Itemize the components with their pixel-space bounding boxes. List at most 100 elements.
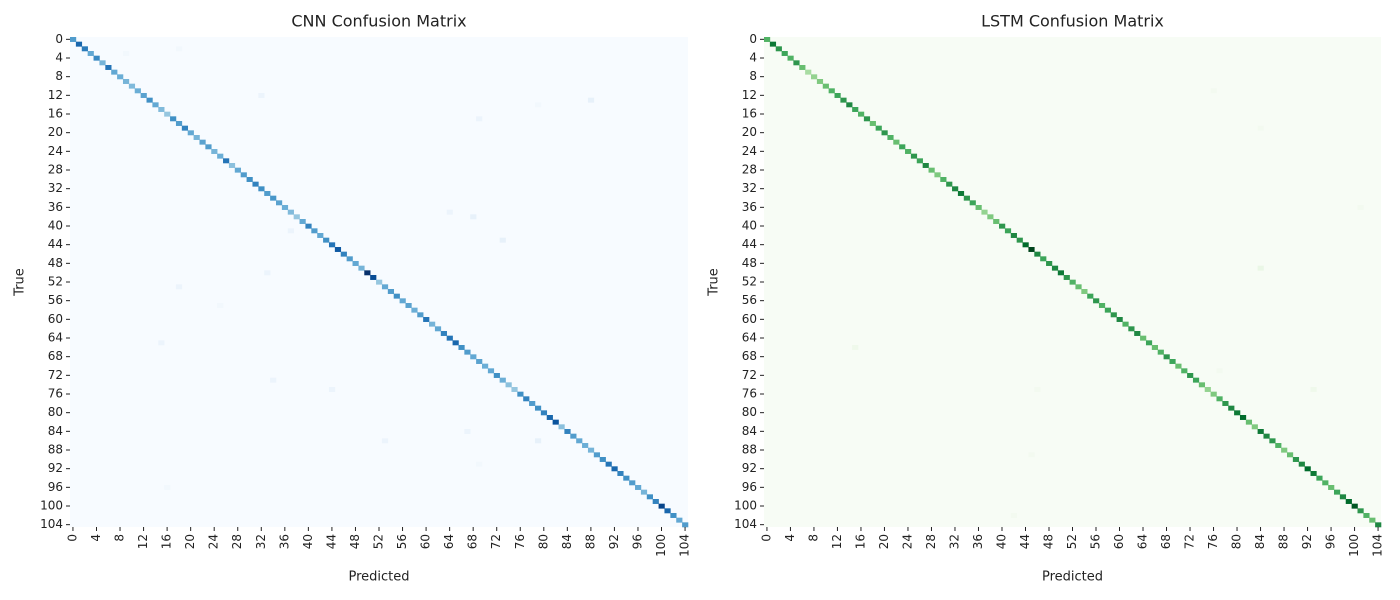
cell	[305, 223, 312, 229]
cell	[546, 415, 553, 420]
cell	[122, 79, 130, 84]
y-tick-label: 76	[48, 387, 63, 401]
cell	[1298, 461, 1305, 467]
cell	[482, 363, 489, 369]
cell	[599, 457, 606, 462]
y-tick-label: 44	[742, 237, 757, 251]
cell	[1275, 443, 1282, 448]
cell	[670, 513, 677, 518]
cell	[434, 326, 442, 332]
cell	[534, 405, 542, 411]
y-tick-label: 56	[742, 293, 757, 307]
cell	[682, 522, 689, 528]
cell	[246, 177, 253, 182]
y-tick-label: 12	[48, 88, 63, 102]
cell	[1110, 312, 1117, 318]
cell	[1257, 265, 1264, 271]
cell	[175, 46, 183, 52]
cell	[646, 494, 653, 500]
cell	[152, 102, 159, 108]
y-tick-label: 20	[742, 125, 757, 139]
x-tick-label: 56	[395, 534, 409, 549]
cell	[582, 443, 589, 448]
cell	[1122, 321, 1129, 327]
cell	[905, 149, 912, 154]
cell	[1263, 433, 1270, 439]
cell	[476, 461, 483, 467]
cell	[140, 93, 147, 98]
cell	[411, 307, 418, 313]
x-tick-label: 0	[759, 534, 773, 542]
cell	[205, 144, 212, 150]
cell	[1251, 424, 1258, 430]
cell	[358, 265, 365, 271]
cell	[576, 438, 583, 444]
x-tick-label: 56	[1089, 534, 1103, 549]
cell	[134, 88, 141, 94]
y-tick-label: 28	[742, 163, 757, 177]
cell	[928, 167, 935, 173]
cell	[852, 107, 859, 112]
cell	[117, 74, 124, 80]
y-tick-label: 104	[734, 517, 757, 531]
cell	[1322, 480, 1329, 486]
cell	[1204, 387, 1211, 392]
cell	[1034, 387, 1041, 392]
cell	[70, 37, 77, 42]
cell	[1034, 251, 1041, 257]
cell	[346, 256, 353, 262]
y-tick-label: 16	[742, 107, 757, 121]
cell	[1310, 387, 1317, 392]
cell	[1128, 326, 1135, 332]
cell	[987, 214, 994, 220]
cell	[1304, 466, 1311, 472]
x-tick-label: 100	[1347, 534, 1361, 557]
x-tick-label: 80	[1230, 534, 1244, 549]
cell	[652, 499, 659, 504]
cell	[175, 284, 183, 290]
cell	[1069, 279, 1076, 285]
x-tick-label: 76	[1206, 534, 1220, 549]
y-tick-label: 68	[742, 349, 757, 363]
cell	[1175, 363, 1182, 369]
cell	[99, 60, 106, 66]
cell	[1222, 401, 1229, 406]
x-tick-label: 52	[1065, 534, 1079, 549]
cell	[1357, 508, 1364, 514]
cell	[223, 158, 230, 164]
cell	[499, 237, 506, 243]
cell	[470, 354, 477, 360]
cell	[1351, 503, 1358, 509]
cell	[1093, 298, 1100, 304]
cell	[1010, 233, 1017, 238]
cell	[217, 153, 224, 159]
cell	[364, 270, 371, 276]
y-tick-label: 20	[48, 125, 63, 139]
x-tick-label: 68	[1159, 534, 1173, 549]
cell	[87, 51, 94, 56]
x-tick-label: 68	[466, 534, 480, 549]
cell	[940, 177, 947, 182]
cell	[1181, 368, 1188, 374]
y-tick-label: 24	[742, 144, 757, 158]
x-tick-label: 48	[348, 534, 362, 549]
cell	[387, 289, 395, 294]
cell	[969, 200, 976, 206]
cell	[370, 275, 377, 280]
x-tick-label: 64	[442, 534, 456, 549]
cell	[105, 65, 112, 70]
x-tick-label: 76	[513, 534, 527, 549]
cell	[840, 97, 847, 103]
cell	[1281, 447, 1288, 453]
cell	[493, 373, 500, 378]
x-tick-label: 88	[1277, 534, 1291, 549]
cell	[587, 97, 595, 103]
cell	[1228, 405, 1235, 411]
y-tick-label: 84	[48, 424, 63, 438]
cell	[399, 298, 406, 304]
cell	[540, 410, 548, 416]
cell	[629, 480, 636, 486]
cell	[1216, 368, 1223, 374]
x-tick-label: 44	[324, 534, 338, 549]
x-tick-label: 20	[877, 534, 891, 549]
